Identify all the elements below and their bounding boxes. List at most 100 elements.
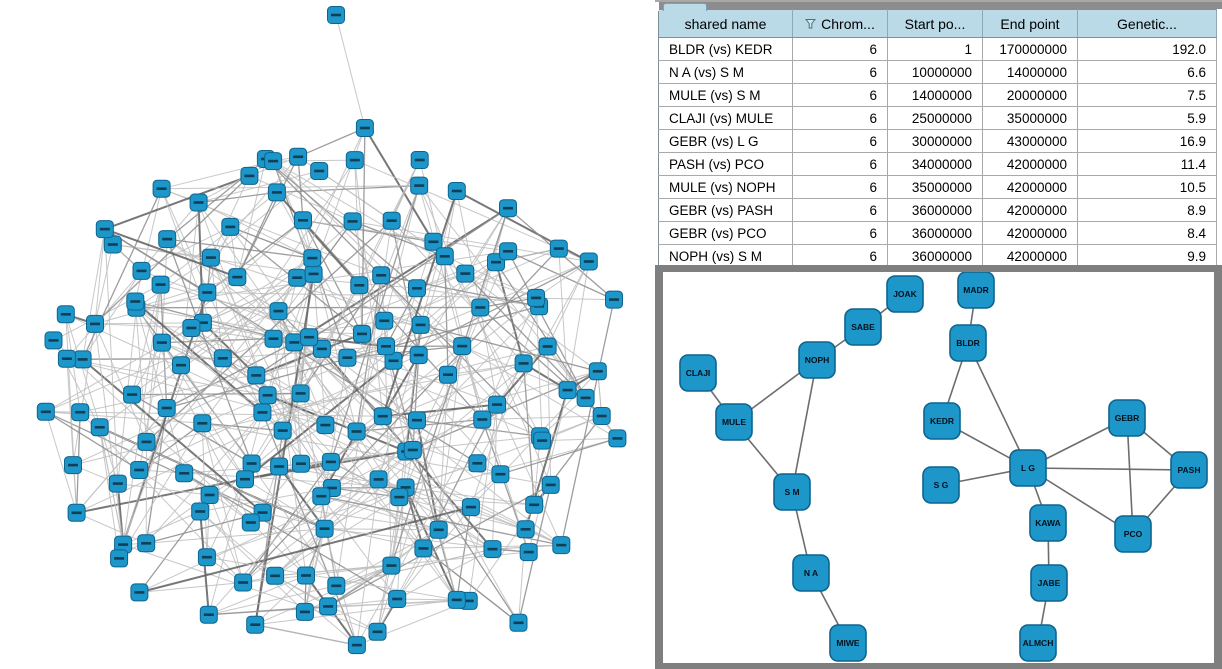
network-edge[interactable] [255, 565, 392, 626]
network-node[interactable] [295, 602, 314, 621]
network-edge[interactable] [390, 449, 414, 566]
table-cell[interactable]: 36000000 [887, 198, 983, 222]
network-edge[interactable] [297, 277, 586, 399]
network-node[interactable] [67, 503, 86, 522]
table-cell[interactable]: 192.0 [1077, 37, 1217, 61]
network-edge[interactable] [500, 437, 618, 475]
network-node[interactable] [411, 315, 430, 334]
network-node[interactable] [538, 337, 557, 356]
table-row[interactable]: GEBR (vs) PCO 6 36000000 42000000 8.4 [658, 221, 1217, 245]
network-node[interactable] [310, 162, 329, 180]
network-edge[interactable] [208, 585, 337, 616]
network-node[interactable] [435, 247, 454, 266]
network-node[interactable] [347, 422, 366, 441]
network-node[interactable] [410, 176, 429, 195]
network-edge[interactable] [197, 202, 204, 323]
network-node[interactable] [312, 487, 331, 506]
network-node[interactable] [158, 230, 177, 249]
network-edge[interactable] [416, 420, 440, 530]
network-edge[interactable] [65, 314, 119, 484]
network-node[interactable] [321, 452, 340, 471]
network-node[interactable] [509, 613, 528, 632]
network-node[interactable]: BLDR [949, 324, 987, 362]
table-cell[interactable]: 42000000 [982, 198, 1078, 222]
network-edge[interactable] [200, 487, 332, 512]
network-node[interactable] [193, 414, 212, 433]
network-node[interactable] [73, 350, 92, 369]
network-node[interactable] [369, 470, 388, 489]
table-cell[interactable]: 7.5 [1077, 83, 1217, 107]
table-cell[interactable]: 43000000 [982, 129, 1078, 153]
table-cell[interactable]: 5.9 [1077, 106, 1217, 130]
network-node[interactable] [499, 242, 518, 261]
network-node[interactable] [527, 288, 546, 307]
table-cell[interactable]: 42000000 [982, 152, 1078, 176]
network-node[interactable] [57, 349, 76, 368]
network-node[interactable] [327, 576, 346, 595]
network-node[interactable] [152, 179, 171, 198]
network-node[interactable] [123, 385, 142, 404]
network-edge[interactable] [201, 422, 246, 480]
network-node[interactable] [36, 402, 55, 421]
network-edge[interactable] [293, 342, 302, 464]
network-node[interactable]: MADR [957, 272, 995, 309]
network-edge[interactable] [330, 461, 400, 498]
network-edge[interactable] [356, 479, 380, 646]
network-edge[interactable] [236, 158, 267, 278]
network-node[interactable]: ALMCH [1019, 624, 1057, 662]
network-node[interactable] [533, 431, 552, 450]
table-cell[interactable]: 25000000 [887, 106, 983, 130]
network-edge[interactable] [94, 244, 114, 325]
network-node[interactable] [473, 410, 492, 429]
network-node[interactable] [408, 411, 426, 430]
network-node[interactable]: KEDR [923, 402, 961, 440]
network-edge[interactable] [311, 257, 519, 624]
network-node[interactable] [103, 235, 122, 254]
network-node[interactable] [519, 543, 538, 562]
table-cell[interactable]: 36000000 [887, 221, 983, 245]
network-edge[interactable] [465, 273, 599, 372]
network-edge[interactable] [134, 301, 185, 474]
table-cell[interactable]: 6 [792, 60, 888, 84]
network-node[interactable] [312, 339, 331, 358]
network-node[interactable] [304, 264, 323, 283]
table-cell[interactable]: 6 [792, 106, 888, 130]
network-node[interactable] [409, 346, 428, 365]
table-cell[interactable]: 10.5 [1077, 175, 1217, 199]
network-node[interactable] [382, 211, 401, 230]
network-edge[interactable] [161, 342, 562, 546]
network-edge[interactable] [198, 202, 269, 396]
network-edge[interactable] [250, 522, 307, 576]
network-edge[interactable] [94, 229, 106, 324]
network-node[interactable] [247, 366, 266, 385]
network-edge[interactable] [393, 260, 590, 362]
network-node[interactable] [319, 597, 338, 616]
network-edge[interactable] [229, 226, 310, 338]
network-node[interactable] [403, 441, 422, 459]
network-edge[interactable] [45, 310, 279, 413]
network-edge[interactable] [302, 219, 509, 252]
network-edge[interactable] [180, 202, 200, 366]
network-node[interactable] [608, 429, 627, 448]
network-edge[interactable] [791, 359, 818, 493]
network-node[interactable]: JABE [1030, 564, 1068, 602]
network-edge[interactable] [265, 158, 418, 289]
table-cell[interactable]: N A (vs) S M [658, 60, 793, 84]
network-edge[interactable] [230, 226, 313, 259]
network-edge[interactable] [465, 273, 537, 299]
network-edge[interactable] [138, 511, 201, 593]
network-edge[interactable] [139, 582, 244, 593]
network-edge[interactable] [265, 158, 541, 437]
table-cell[interactable]: MULE (vs) NOPH [658, 175, 793, 199]
network-edge[interactable] [419, 159, 483, 420]
network-node[interactable] [137, 432, 156, 451]
network-node[interactable] [157, 399, 176, 417]
network-edge[interactable] [161, 185, 420, 190]
network-node[interactable] [439, 365, 457, 384]
network-node[interactable] [56, 305, 75, 324]
network-edge[interactable] [438, 529, 458, 601]
network-node[interactable] [213, 349, 232, 368]
network-edge[interactable] [461, 345, 618, 439]
network-node[interactable] [130, 461, 149, 479]
overview-network-panel[interactable] [0, 0, 653, 669]
